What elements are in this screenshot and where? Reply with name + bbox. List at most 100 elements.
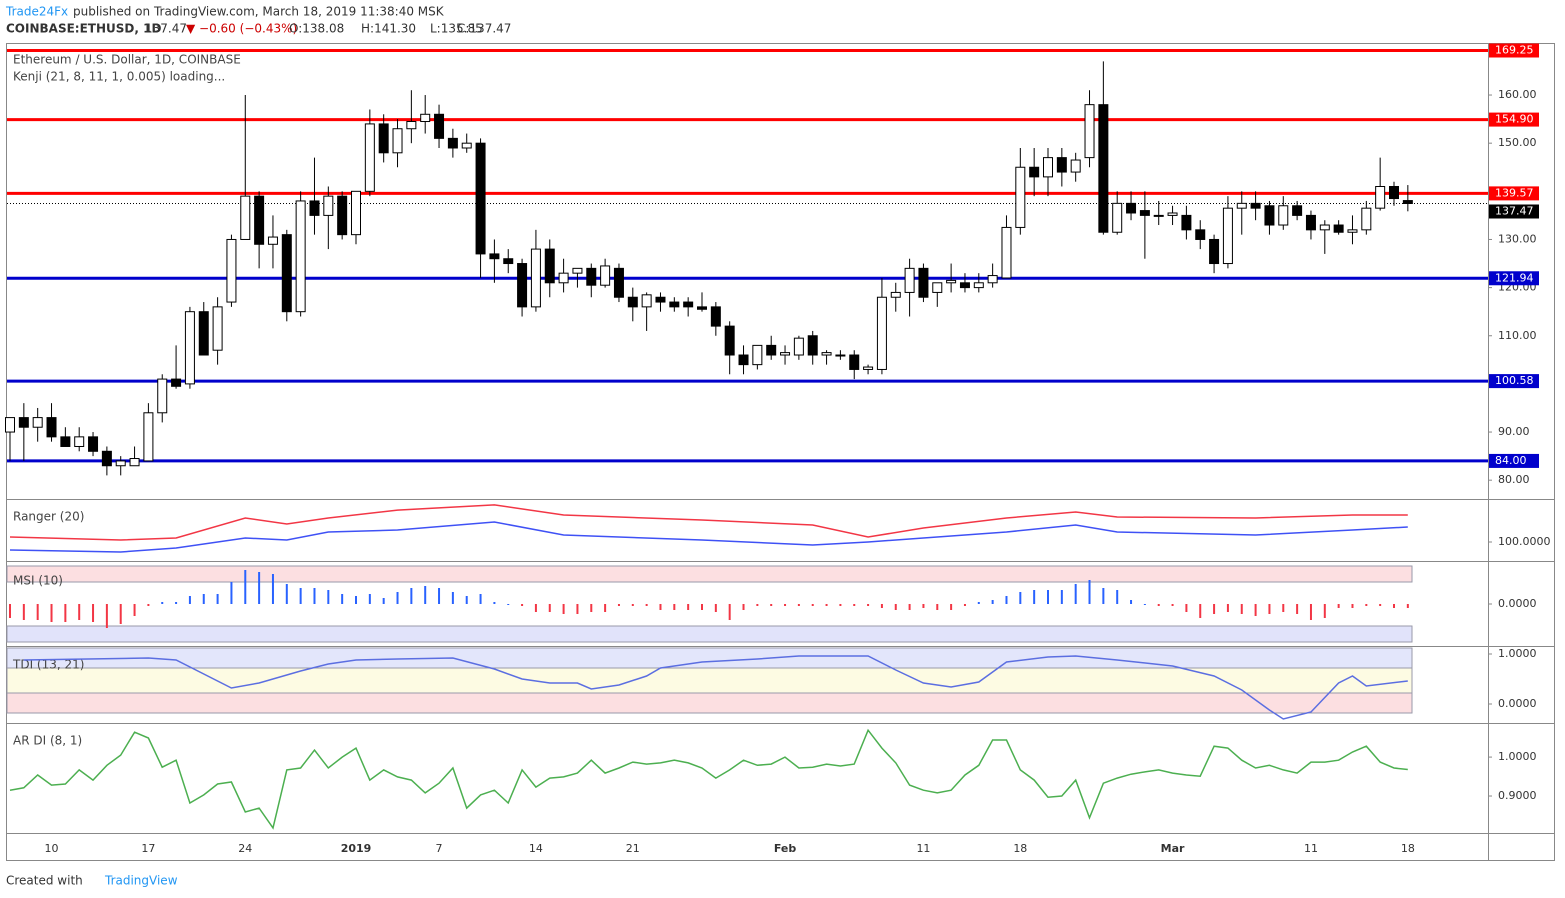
bar (811, 604, 814, 606)
bar (1406, 604, 1409, 608)
candle-body (447, 137, 458, 149)
candle-body (46, 417, 57, 438)
bar (119, 604, 122, 624)
bar (908, 604, 911, 610)
candle-body (1305, 214, 1316, 231)
bar (1309, 604, 1312, 620)
series-line (23, 655, 1408, 720)
panel-title: Ethereum / U.S. Dollar, 1D, COINBASE (13, 53, 241, 67)
x-tick-label: Feb (774, 842, 797, 855)
bar (562, 604, 565, 614)
bar (410, 588, 413, 604)
last-price-label: 137.47 (1495, 205, 1534, 218)
low: L:135.85 (430, 22, 483, 36)
bar (9, 604, 11, 618)
bar (659, 604, 662, 610)
bar (1337, 604, 1340, 608)
bar (382, 598, 385, 604)
candle-body (32, 417, 43, 428)
candle-body (1264, 205, 1275, 226)
band (6, 565, 1413, 583)
candle-body (240, 195, 251, 240)
candle-body (793, 337, 804, 356)
band (6, 625, 1413, 643)
candle-body (876, 296, 887, 370)
candle-body (1043, 157, 1053, 178)
candle-body (1292, 205, 1303, 216)
bar (1296, 604, 1299, 614)
x-tick-label: 17 (141, 842, 155, 855)
candle-body (710, 306, 721, 327)
candle-body (1389, 186, 1399, 200)
close: C:137.47 (457, 22, 511, 36)
bar (1102, 588, 1105, 604)
bar (756, 604, 759, 606)
bar (1019, 592, 1022, 604)
footer-text: Created with (6, 874, 83, 888)
candle-body (586, 267, 597, 286)
y-tick-label: 0.9000 (1498, 789, 1537, 802)
bar (797, 604, 800, 606)
candle-body (392, 128, 403, 154)
bar (50, 604, 53, 622)
candle-body (503, 258, 514, 265)
bar (521, 604, 524, 606)
bar (368, 594, 371, 604)
bar (1143, 604, 1146, 605)
y-tick-label: 1.0000 (1498, 750, 1537, 763)
candle-body (1347, 229, 1358, 233)
candle-body (115, 460, 126, 467)
bar (465, 596, 468, 604)
candle-body (530, 248, 541, 308)
candle-body (1139, 210, 1150, 216)
candle-body (1112, 202, 1123, 233)
candle-body (267, 236, 278, 245)
author[interactable]: Trade24Fx (5, 5, 68, 19)
candle-body (959, 282, 970, 289)
level-label: 84.00 (1495, 454, 1527, 467)
level-label: 154.90 (1495, 113, 1534, 126)
bar (880, 604, 883, 608)
level-label: 169.25 (1495, 43, 1534, 56)
candle-body (1126, 202, 1137, 214)
bar (327, 590, 330, 604)
candle-body (752, 344, 763, 366)
bar (1323, 604, 1326, 618)
candle-body (1375, 186, 1386, 209)
candle-body (807, 335, 818, 356)
bar (950, 604, 953, 610)
candle-body (1222, 207, 1233, 265)
x-tick-label: 10 (45, 842, 59, 855)
bar (22, 604, 25, 620)
bar (175, 602, 178, 604)
bar (1393, 604, 1395, 608)
bar (493, 602, 496, 604)
candle-body (1278, 205, 1289, 226)
bar (133, 604, 136, 616)
bar (507, 604, 510, 605)
bar (963, 604, 966, 606)
x-tick-label: 14 (529, 842, 543, 855)
bar (687, 604, 690, 610)
candle-body (932, 282, 943, 293)
bar (230, 582, 233, 604)
bar (64, 604, 67, 622)
candle-body (378, 123, 389, 154)
level-label-box (1489, 43, 1539, 58)
x-tick-label: Mar (1161, 842, 1185, 855)
candle-body (1001, 226, 1012, 279)
candle-body (973, 282, 984, 289)
candle-body (171, 378, 182, 387)
candle-body (627, 296, 638, 308)
candle-body (1250, 202, 1261, 209)
price: 137.47 (145, 22, 187, 36)
x-tick-label: 11 (916, 842, 930, 855)
footer-brand[interactable]: TradingView (104, 874, 178, 888)
bar (1379, 604, 1382, 606)
candle-body (641, 294, 652, 308)
x-tick-label: 18 (1401, 842, 1415, 855)
bar (1047, 590, 1049, 604)
bar (285, 584, 288, 604)
candle-body (517, 263, 528, 308)
